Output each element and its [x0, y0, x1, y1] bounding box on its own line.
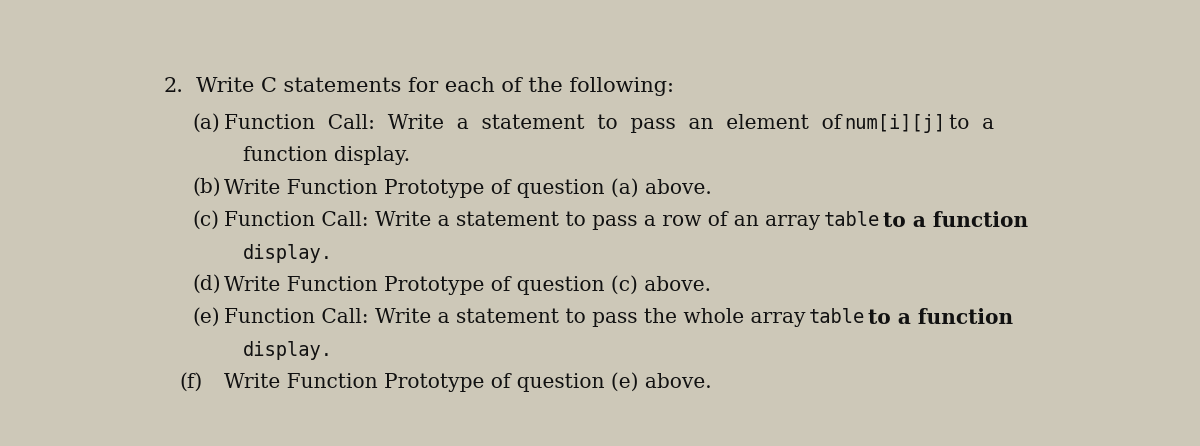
Text: Function Call: Write a statement to pass the whole array: Function Call: Write a statement to pass…	[224, 308, 806, 326]
Text: (f): (f)	[180, 372, 203, 391]
Text: function display.: function display.	[242, 146, 410, 165]
Text: Write C statements for each of the following:: Write C statements for each of the follo…	[197, 77, 674, 95]
Text: Write Function Prototype of question (c) above.: Write Function Prototype of question (c)…	[224, 275, 712, 295]
Text: to a function: to a function	[883, 211, 1028, 231]
Text: 2.: 2.	[164, 77, 184, 95]
Text: (d): (d)	[193, 275, 221, 294]
Text: display.: display.	[242, 244, 334, 264]
Text: table: table	[823, 211, 880, 230]
Text: Write Function Prototype of question (a) above.: Write Function Prototype of question (a)…	[224, 178, 712, 198]
Text: Write Function Prototype of question (e) above.: Write Function Prototype of question (e)…	[224, 372, 712, 392]
Text: Function Call: Write a statement to pass a row of an array: Function Call: Write a statement to pass…	[224, 211, 821, 230]
Text: to  a: to a	[949, 114, 995, 132]
Text: (e): (e)	[193, 308, 221, 326]
Text: table: table	[809, 308, 865, 326]
Text: display.: display.	[242, 342, 334, 360]
Text: (b): (b)	[193, 178, 221, 197]
Text: num[i][j]: num[i][j]	[845, 114, 946, 132]
Text: (a): (a)	[193, 114, 221, 132]
Text: Function  Call:  Write  a  statement  to  pass  an  element  of: Function Call: Write a statement to pass…	[224, 114, 841, 132]
Text: to a function: to a function	[869, 308, 1014, 328]
Text: (c): (c)	[193, 211, 220, 230]
